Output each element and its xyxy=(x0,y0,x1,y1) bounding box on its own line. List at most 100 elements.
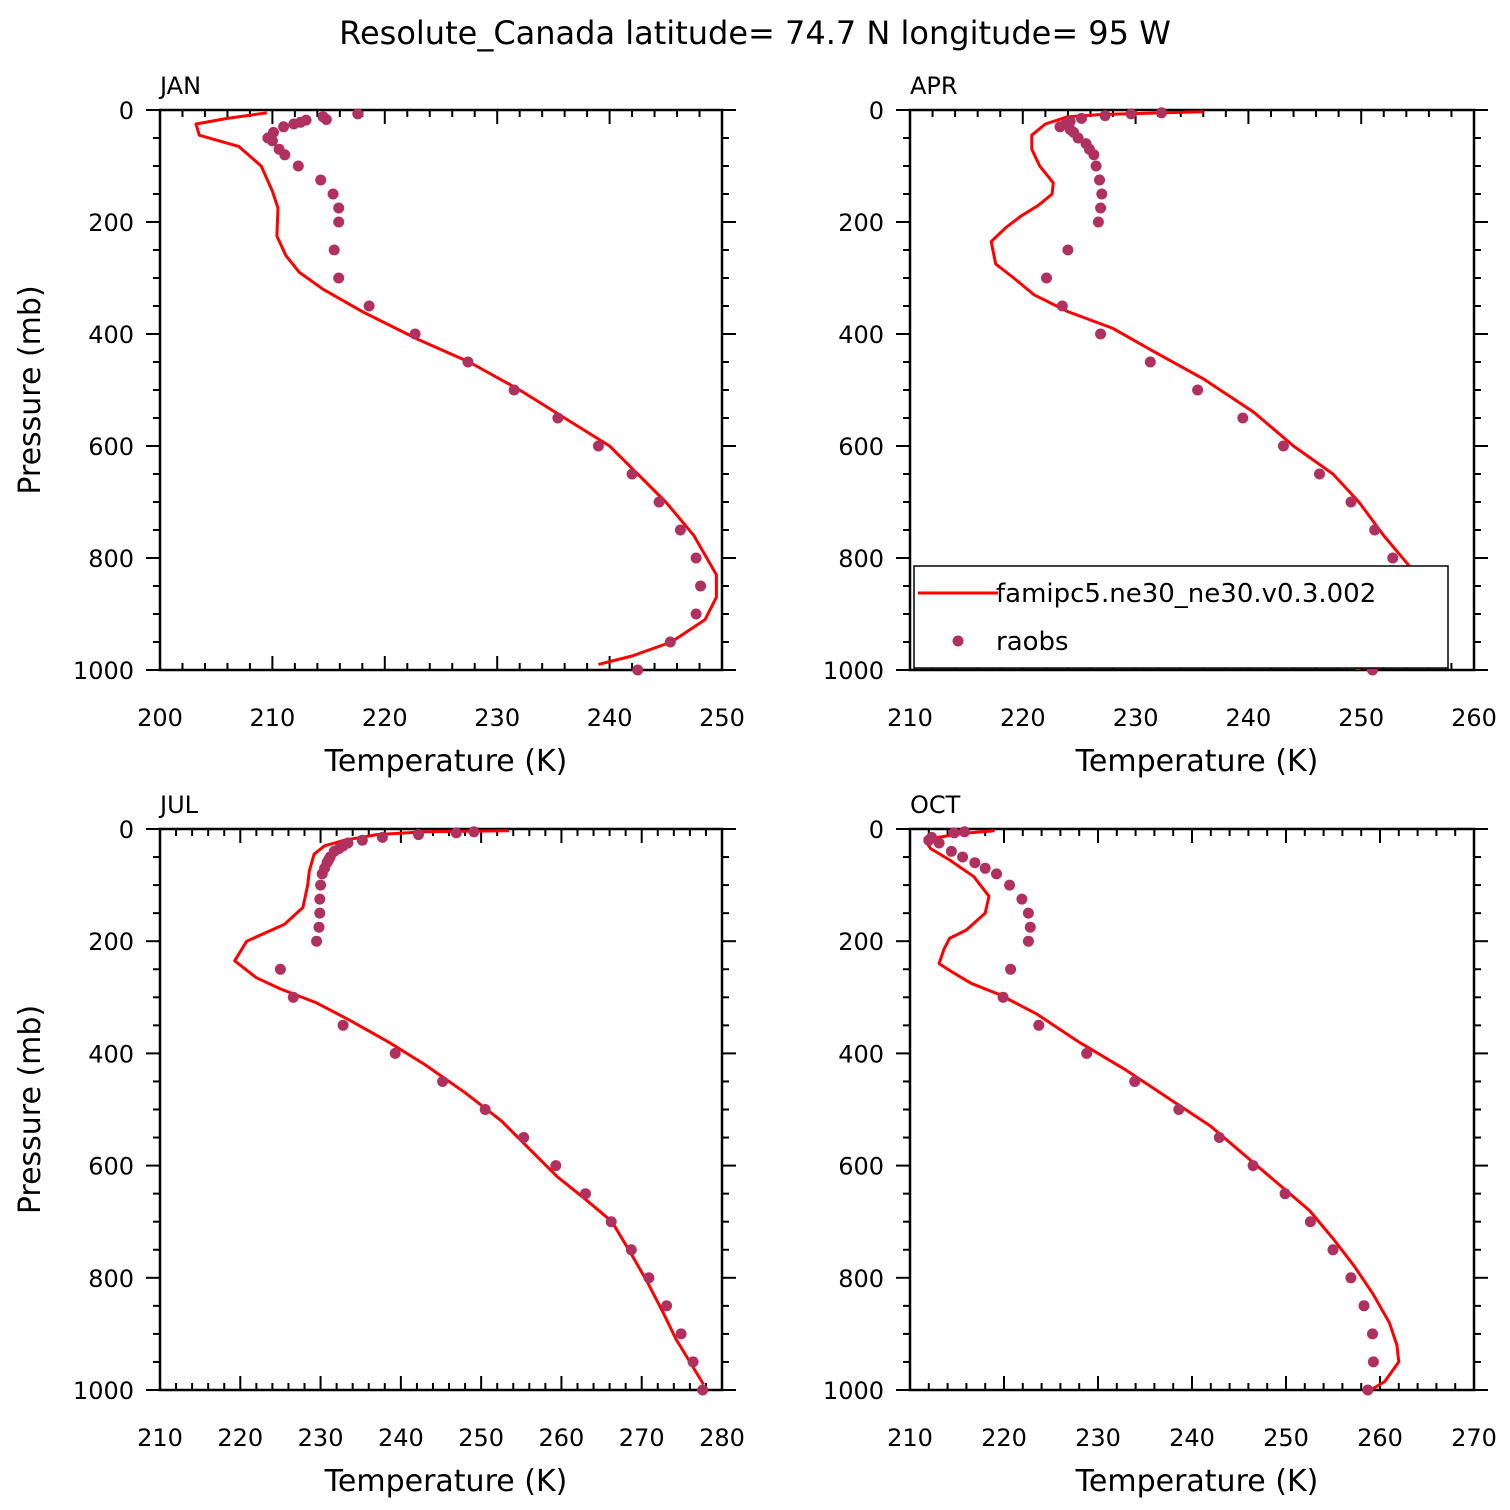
legend-obs-label: raobs xyxy=(996,627,1069,657)
x-tick-label: 270 xyxy=(1451,1424,1497,1452)
raobs-point xyxy=(311,935,323,947)
raobs-point xyxy=(1041,272,1052,284)
panels: JAN 200 210 220 230 240 250 0 200 400 600 800 1000 Te… xyxy=(13,72,1497,1499)
y-tick-label: 1000 xyxy=(73,657,134,685)
x-tick-label: 250 xyxy=(458,1424,504,1452)
x-tick-label: 210 xyxy=(249,704,295,732)
y-tick-label: 1000 xyxy=(823,657,884,685)
figure-title: Resolute_Canada latitude= 74.7 N longitu… xyxy=(339,14,1171,52)
y-tick-label: 1000 xyxy=(73,1377,134,1405)
y-axis-label: Pressure (mb) xyxy=(13,285,48,494)
raobs-point xyxy=(1156,107,1167,119)
raobs-point xyxy=(1362,1384,1374,1396)
y-tick-label: 400 xyxy=(88,321,134,349)
panel-label: JUL xyxy=(158,791,199,819)
raobs-point xyxy=(1099,110,1111,122)
x-tick-label: 210 xyxy=(887,1424,933,1452)
x-tick-label: 220 xyxy=(1000,704,1046,732)
panel-label: JAN xyxy=(158,72,201,100)
raobs-point xyxy=(1004,879,1016,891)
raobs-point xyxy=(991,868,1002,880)
x-tick-label: 270 xyxy=(619,1424,665,1452)
raobs-point xyxy=(315,879,327,891)
raobs-point xyxy=(1095,328,1107,340)
raobs-point xyxy=(605,1216,617,1228)
raobs-point xyxy=(333,216,345,228)
plot-frame xyxy=(158,827,724,1392)
raobs-point xyxy=(1096,188,1108,200)
y-tick-label: 0 xyxy=(119,816,134,844)
x-axis-label: Temperature (K) xyxy=(324,1464,568,1499)
raobs-point xyxy=(376,831,388,843)
raobs-point xyxy=(592,440,604,452)
raobs-point xyxy=(313,921,325,933)
raobs-point xyxy=(1090,160,1102,172)
raobs-point xyxy=(389,1047,401,1059)
y-tick-label: 200 xyxy=(838,209,884,237)
x-axis-label: Temperature (K) xyxy=(1075,1464,1319,1499)
raobs-point xyxy=(409,328,421,340)
x-tick-label: 220 xyxy=(217,1424,263,1452)
panel-oct: OCT 210 220 230 240 250 260 270 0 200 400 600 800 100… xyxy=(823,791,1497,1499)
x-tick-label: 250 xyxy=(1338,704,1384,732)
raobs-point xyxy=(352,108,364,120)
x-tick-label: 230 xyxy=(298,1424,344,1452)
raobs-point xyxy=(327,188,339,200)
raobs-point xyxy=(690,608,702,620)
legend-obs-swatch xyxy=(952,635,964,647)
y-tick-label: 200 xyxy=(88,209,134,237)
raobs-point xyxy=(1314,468,1325,480)
y-tick-label: 800 xyxy=(88,1265,134,1293)
panel-label: APR xyxy=(910,72,958,100)
raobs-point xyxy=(979,862,991,874)
raobs-point xyxy=(1062,244,1074,256)
raobs-point xyxy=(292,160,304,172)
raobs-point xyxy=(1088,149,1100,161)
raobs-point xyxy=(333,202,345,214)
raobs-point xyxy=(1033,1019,1045,1031)
panel-jul: JUL 210 220 230 240 250 260 270 280 0 200 400 600 800… xyxy=(13,791,745,1499)
raobs-point xyxy=(653,496,665,508)
raobs-point xyxy=(661,1300,673,1312)
y-tick-label: 0 xyxy=(119,97,134,125)
raobs-point xyxy=(1072,132,1084,144)
y-tick-label: 800 xyxy=(838,1265,884,1293)
legend-model-label: famipc5.ne30_ne30.v0.3.002 xyxy=(996,579,1376,609)
raobs-point xyxy=(337,1019,349,1031)
y-tick-label: 800 xyxy=(88,545,134,573)
x-tick-label: 250 xyxy=(1263,1424,1309,1452)
raobs-point xyxy=(1367,1328,1378,1340)
raobs-point xyxy=(450,827,462,839)
raobs-point xyxy=(314,907,326,919)
raobs-point xyxy=(580,1188,591,1200)
x-tick-label: 240 xyxy=(1225,704,1271,732)
raobs-point xyxy=(1277,440,1289,452)
y-tick-label: 600 xyxy=(88,433,134,461)
raobs-point xyxy=(1173,1104,1185,1115)
plot-frame xyxy=(158,108,724,672)
raobs-point xyxy=(1054,121,1066,133)
raobs-point xyxy=(675,1328,687,1340)
raobs-point xyxy=(508,384,520,396)
raobs-point xyxy=(697,1384,709,1396)
raobs-point xyxy=(664,636,676,648)
y-tick-label: 400 xyxy=(838,321,884,349)
raobs-point xyxy=(948,827,960,839)
y-tick-label: 1000 xyxy=(823,1377,884,1405)
panel-jan: JAN 200 210 220 230 240 250 0 200 400 600 800 1000 Te… xyxy=(13,72,745,779)
x-axis-label: Temperature (K) xyxy=(324,744,568,779)
panel-apr: APR 210 220 230 240 250 260 0 200 400 600 800 1000 Te… xyxy=(823,72,1497,779)
raobs-point xyxy=(1213,1132,1225,1143)
y-tick-label: 600 xyxy=(838,1153,884,1181)
raobs-point xyxy=(959,826,970,838)
y-axis-label: Pressure (mb) xyxy=(13,1005,48,1214)
y-tick-label: 200 xyxy=(88,928,134,956)
x-tick-label: 210 xyxy=(887,704,933,732)
raobs-point xyxy=(1345,1272,1357,1284)
x-axis-label: Temperature (K) xyxy=(1075,744,1319,779)
model-profile-line xyxy=(925,829,1401,1390)
raobs-point xyxy=(1016,893,1028,905)
raobs-point xyxy=(328,244,340,256)
raobs-point xyxy=(687,1356,699,1368)
